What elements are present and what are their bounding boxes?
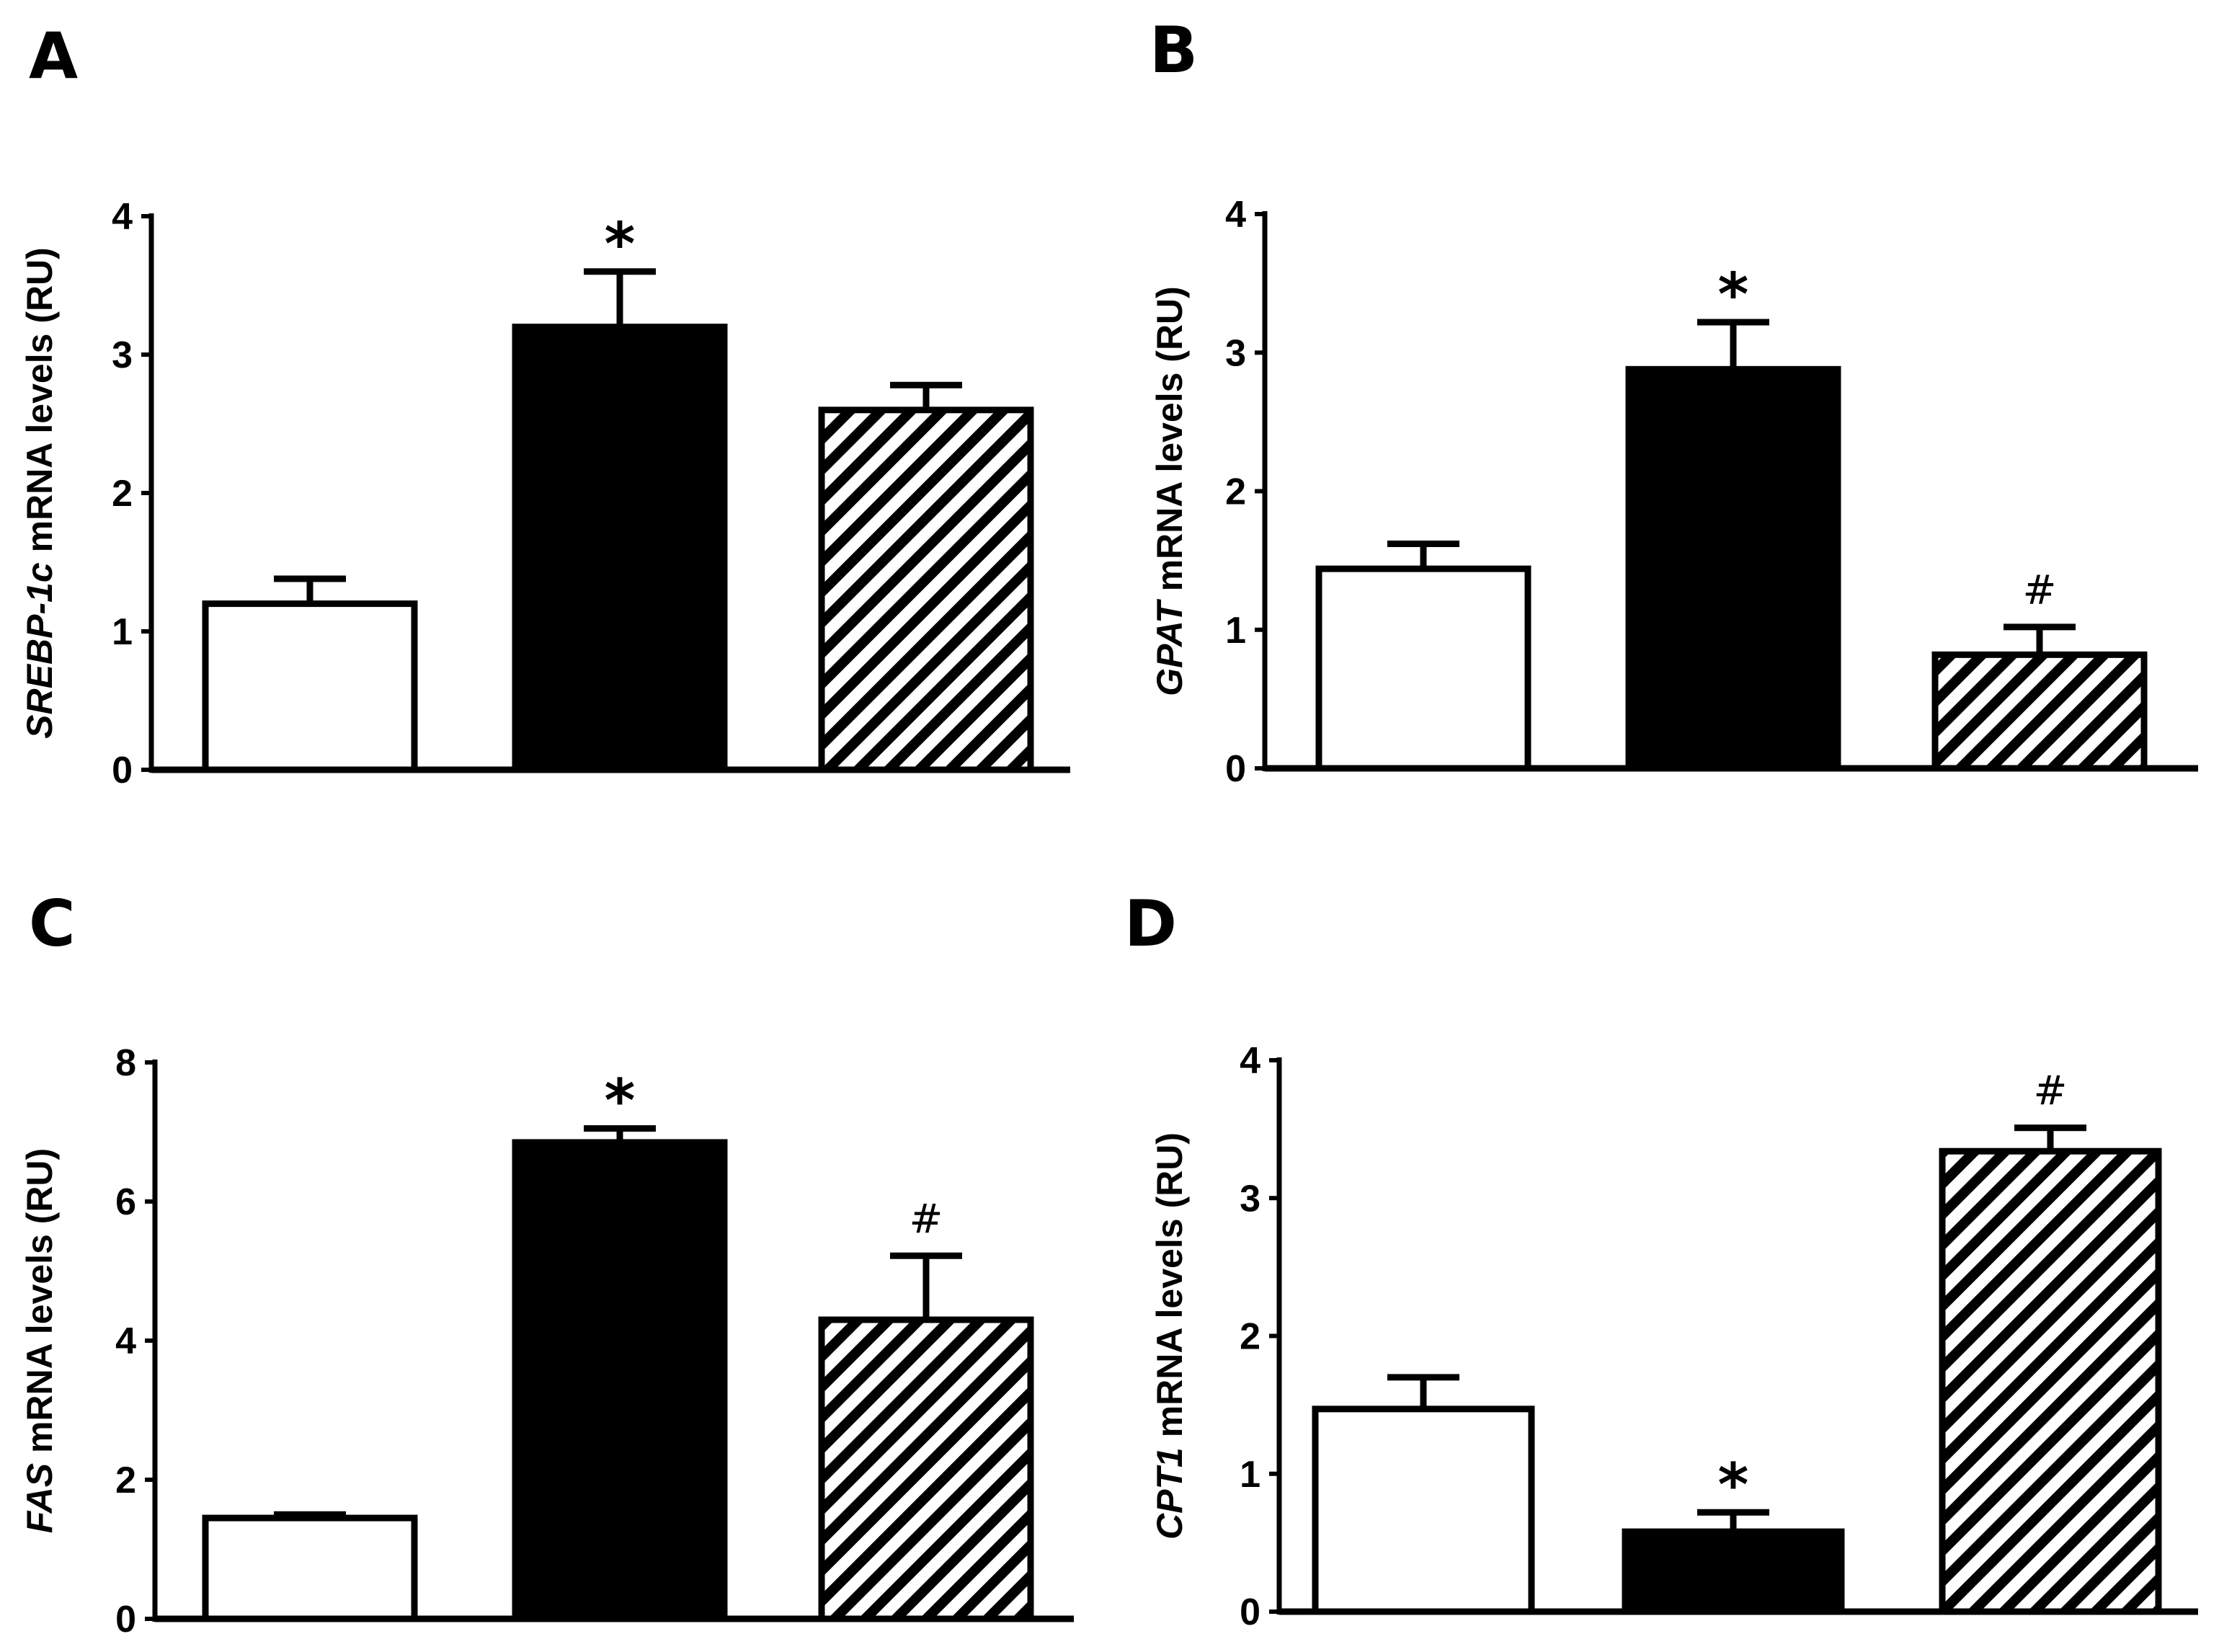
y-tick-label-d-3: 3 [1240,1178,1260,1220]
significance-marker-a-2: * [605,210,636,279]
bar-d-1 [1312,1405,1535,1615]
y-axis-label-unit-c: mRNA levels (RU) [19,1148,60,1463]
panel-b: B * #0 1 2 3 4 GPAT mRNA levels (RU) [1149,13,2198,790]
y-axis-label-b: GPAT mRNA levels (RU) [1149,286,1190,696]
bar-c-2 [512,1139,728,1622]
panel-letter-a: A [29,19,78,93]
y-tick-label-b-1: 1 [1225,610,1246,652]
bar-chart-c: * #0 2 4 6 8 FAS mRNA levels (RU) [19,1042,1074,1640]
y-tick-label-a-0: 0 [112,750,133,791]
y-axis-label-d: CPT1 mRNA levels (RU) [1149,1132,1190,1540]
significance-marker-c-3: # [910,1196,943,1243]
y-tick-label-b-4: 4 [1225,194,1246,236]
y-axis-label-gene-a: SREBP-1c [19,562,60,739]
panel-letter-d: D [1124,887,1177,961]
panel-letter-c: C [29,887,76,961]
significance-marker-d-2: * [1718,1451,1749,1519]
bar-b-3 [1931,651,2148,772]
bar-d-2 [1622,1528,1845,1615]
significance-marker-c-2: * [605,1067,636,1136]
y-tick-label-d-4: 4 [1240,1040,1260,1082]
y-axis-label-c: FAS mRNA levels (RU) [19,1148,60,1533]
significance-marker-b-2: * [1718,261,1749,329]
y-axis-label-gene-b: GPAT [1149,598,1190,696]
y-tick-label-b-0: 0 [1225,748,1246,790]
y-tick-label-d-0: 0 [1240,1591,1260,1633]
y-tick-label-b-2: 2 [1225,471,1246,513]
y-tick-label-a-1: 1 [112,611,133,653]
y-axis-label-unit-a: mRNA levels (RU) [19,247,60,562]
y-axis-label-gene-d: CPT1 [1149,1447,1190,1540]
panel-letter-b: B [1149,13,1198,87]
panel-d: D * #0 1 2 3 4 CPT1 mRNA levels (RU) [1124,887,2198,1633]
bar-d-3 [1939,1147,2162,1615]
y-tick-label-c-1: 2 [115,1460,136,1501]
y-tick-label-d-2: 2 [1240,1316,1260,1358]
panel-a: A * 0 1 2 3 4 SREBP-1c mRNA levels (RU) [19,19,1070,791]
bar-a-2 [512,324,728,773]
y-tick-label-a-3: 3 [112,334,133,376]
bar-a-3 [818,407,1034,773]
y-axis-label-a: SREBP-1c mRNA levels (RU) [19,247,60,739]
y-axis-label-unit-b: mRNA levels (RU) [1149,286,1190,601]
bar-chart-b: * #0 1 2 3 4 GPAT mRNA levels (RU) [1149,194,2198,790]
bar-b-1 [1315,565,1531,772]
bar-c-3 [818,1316,1034,1622]
bar-chart-a: * 0 1 2 3 4 SREBP-1c mRNA levels (RU) [19,196,1070,791]
y-tick-label-c-4: 8 [115,1042,136,1084]
y-tick-label-d-1: 1 [1240,1454,1260,1496]
bar-c-1 [202,1514,418,1622]
y-tick-label-c-0: 0 [115,1599,136,1640]
panel-c: C * #0 2 4 6 8 FAS mRNA levels (RU) [19,887,1074,1640]
bar-b-2 [1625,365,1841,772]
y-tick-label-c-3: 6 [115,1181,136,1223]
y-tick-label-c-2: 4 [115,1320,136,1362]
y-axis-label-unit-d: mRNA levels (RU) [1149,1132,1190,1447]
significance-marker-d-3: # [2034,1068,2068,1115]
y-tick-label-a-4: 4 [112,196,133,238]
bar-a-1 [202,600,418,773]
bar-chart-d: * #0 1 2 3 4 CPT1 mRNA levels (RU) [1149,1040,2198,1633]
y-tick-label-a-2: 2 [112,473,133,515]
significance-marker-b-3: # [2023,567,2057,614]
y-axis-label-gene-c: FAS [19,1463,60,1533]
y-tick-label-b-3: 3 [1225,332,1246,374]
